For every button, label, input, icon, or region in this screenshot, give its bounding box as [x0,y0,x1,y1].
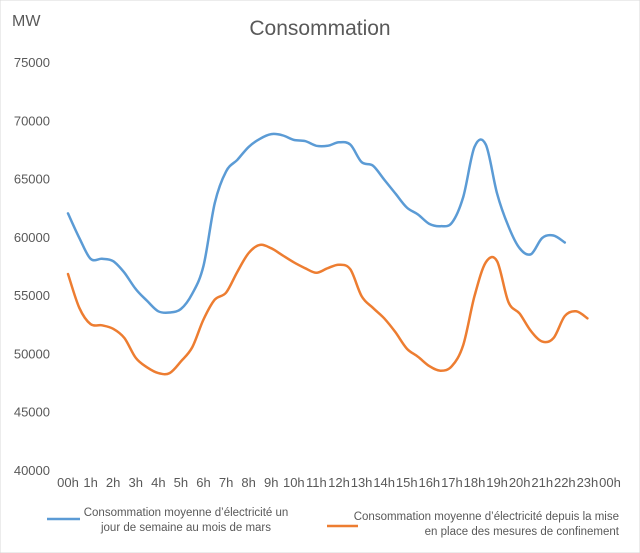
legend-label: Consommation moyenne d’électricité depui… [354,511,620,538]
x-tick-label: 17h [441,475,463,490]
x-tick-label: 3h [129,475,143,490]
y-tick-label: 60000 [14,230,50,245]
y-tick-label: 55000 [14,288,50,303]
x-tick-label: 6h [196,475,210,490]
x-tick-label: 19h [486,475,508,490]
x-tick-label: 16h [418,475,440,490]
x-tick-label: 10h [283,475,305,490]
legend: Consommation moyenne d’électricité un jou… [47,507,620,538]
x-tick-label: 1h [83,475,97,490]
x-tick-label: 4h [151,475,165,490]
x-tick-label: 20h [509,475,531,490]
y-axis-unit: MW [12,13,41,30]
chart-title: Consommation [249,17,390,40]
series-line-1 [66,132,567,315]
y-tick-label: 50000 [14,346,50,361]
y-tick-label: 65000 [14,172,50,187]
x-axis-ticks: 00h 1h 2h 3h 4h 5h 6h 7h 8h 9h 10h 11h 12h 13h 14h 15h 1… [57,475,621,490]
x-tick-label: 21h [531,475,553,490]
x-tick-label: 11h [306,475,327,490]
x-tick-label: 15h [396,475,418,490]
x-tick-label: 18h [464,475,486,490]
series-lines [66,132,589,376]
legend-label: Consommation moyenne d’électricité un jou… [84,507,289,534]
x-tick-label: 5h [174,475,188,490]
x-tick-label: 14h [373,475,395,490]
y-tick-label: 75000 [14,55,50,70]
series-line-2 [66,243,589,376]
y-tick-label: 45000 [14,405,50,420]
x-tick-label: 12h [328,475,350,490]
x-tick-label: 2h [106,475,120,490]
x-tick-label: 8h [241,475,255,490]
x-tick-label: 9h [264,475,278,490]
x-tick-label: 23h [577,475,599,490]
y-axis-ticks: 40000 45000 50000 55000 60000 65000 70000 75000 [14,55,50,478]
y-tick-label: 40000 [14,463,50,478]
y-tick-label: 70000 [14,113,50,128]
x-tick-label: 00h [57,475,79,490]
x-tick-label: 22h [554,475,576,490]
x-tick-label: 00h [599,475,621,490]
x-tick-label: 7h [219,475,233,490]
x-tick-label: 13h [351,475,373,490]
